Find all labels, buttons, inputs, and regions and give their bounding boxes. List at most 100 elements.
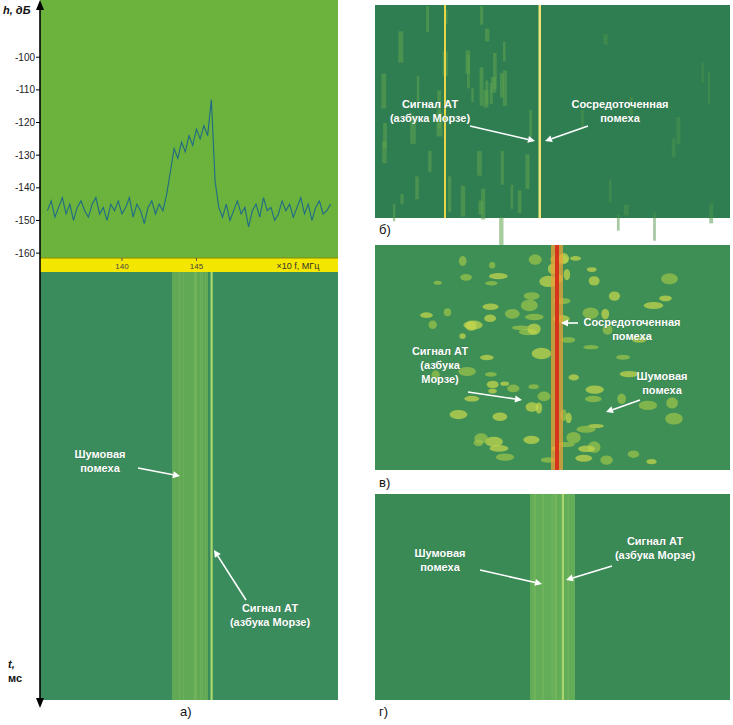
annotation-arrow-head: [172, 471, 180, 478]
annotation-text: Сигнал АТ: [627, 535, 683, 547]
annotation-text: помеха: [80, 462, 120, 474]
texture: [583, 345, 599, 349]
noise-texture: [196, 272, 197, 700]
annotation-text: помеха: [612, 330, 652, 342]
x-axis-strip: [40, 258, 338, 272]
annotation-arrow: [218, 556, 246, 600]
texture: [485, 372, 497, 377]
noise-texture: [194, 272, 195, 700]
texture: [381, 74, 386, 109]
texture: [659, 295, 672, 301]
x-tick-label: 140: [115, 262, 129, 271]
texture: [496, 453, 514, 460]
texture: [512, 325, 530, 330]
annotation-text: помеха: [420, 561, 460, 573]
panel-letter: б): [379, 222, 391, 237]
annotation-arrow: [573, 566, 612, 578]
texture: [489, 262, 495, 269]
texture: [525, 314, 544, 321]
y-tick-label: -120: [15, 117, 35, 128]
texture: [485, 281, 498, 285]
texture: [617, 393, 626, 404]
texture: [587, 267, 597, 272]
noise-texture: [179, 272, 180, 700]
texture: [526, 402, 539, 411]
spectrum-background: [40, 0, 338, 258]
arrow-head: [36, 0, 44, 10]
annotation-text: Сигнал АТ: [412, 345, 468, 357]
texture: [702, 63, 704, 83]
panel-letter: г): [379, 704, 388, 719]
texture: [537, 392, 550, 402]
panel-letter: а): [180, 704, 192, 719]
annotation-arrow-head: [545, 135, 553, 142]
annotation-arrow-head: [606, 406, 614, 413]
texture: [665, 413, 683, 425]
time-axis-title: мс: [8, 672, 22, 684]
texture: [518, 190, 522, 213]
texture: [448, 176, 451, 212]
texture: [428, 320, 437, 329]
noise-texture: [534, 494, 535, 700]
spectrogram-background: [375, 245, 730, 470]
noise-texture: [563, 494, 564, 700]
figure: -100-110-120-130-140-150-160140145×10 f,…: [0, 0, 733, 725]
texture: [426, 6, 429, 32]
annotation-text: Сигнал АТ: [402, 98, 458, 110]
texture: [500, 73, 504, 97]
annotation-arrow-head: [214, 550, 221, 558]
texture: [529, 110, 532, 137]
annotation-arrow-head: [561, 320, 568, 327]
texture: [609, 179, 612, 202]
texture: [527, 323, 540, 334]
texture: [609, 292, 620, 301]
texture: [529, 254, 542, 264]
noise-texture: [195, 272, 196, 700]
noise-texture: [202, 272, 203, 700]
signal-line: [211, 272, 213, 700]
noise-texture: [543, 494, 544, 700]
noise-texture: [183, 272, 184, 700]
texture: [532, 348, 552, 359]
texture: [661, 273, 678, 284]
texture: [501, 151, 504, 185]
interference-line: [539, 5, 542, 218]
annotation-arrow-head: [515, 396, 522, 403]
texture: [624, 205, 629, 216]
noise-texture: [535, 494, 536, 700]
spectrogram-background: [375, 494, 730, 700]
texture: [672, 139, 676, 158]
texture: [474, 433, 488, 443]
texture: [566, 432, 580, 443]
texture: [709, 203, 713, 223]
texture: [464, 396, 479, 402]
spectrogram-background: [375, 5, 730, 218]
texture: [489, 273, 508, 279]
annotation-text: Сосредоточенная: [584, 316, 681, 328]
texture: [459, 333, 465, 339]
annotation-text: Шумовая: [415, 547, 466, 559]
texture: [490, 83, 493, 104]
x-axis-title: ×10 f, МГц: [277, 261, 320, 271]
annotation-text: помеха: [642, 384, 682, 396]
noise-texture: [554, 494, 555, 700]
annotation-text: Сигнал АТ: [242, 602, 298, 614]
interference-glow: [551, 245, 563, 470]
annotation-arrow-head: [566, 575, 574, 582]
texture: [653, 212, 656, 240]
texture: [644, 302, 664, 309]
texture: [639, 401, 657, 410]
annotation-text: Сосредоточенная: [572, 98, 669, 110]
texture: [420, 312, 433, 318]
texture: [617, 214, 620, 230]
texture: [503, 42, 506, 62]
texture: [511, 185, 513, 209]
texture: [485, 29, 489, 42]
texture: [523, 436, 539, 444]
x-axis-line: [40, 258, 338, 259]
texture: [564, 269, 570, 280]
annotation-text: Морзе): [421, 373, 459, 385]
annotation-text: Шумовая: [637, 370, 688, 382]
time-axis-title: t,: [8, 658, 15, 670]
texture: [444, 308, 451, 316]
